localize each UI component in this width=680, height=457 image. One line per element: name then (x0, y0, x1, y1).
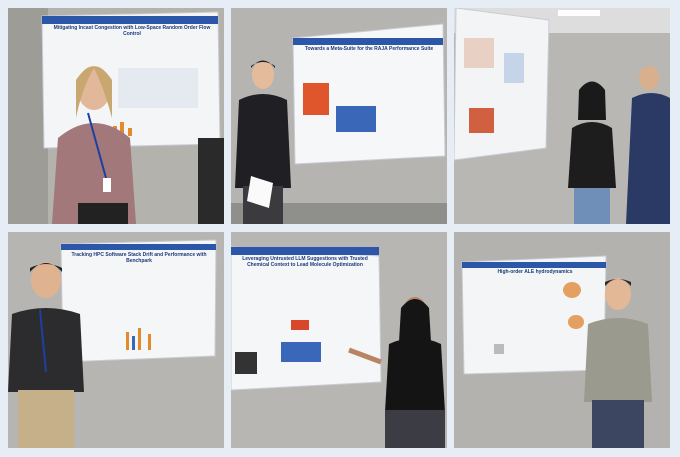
poster-title: High-order ALE hydrodynamics (497, 269, 573, 275)
poster-title: Leveraging Untrusted LLM Suggestions wit… (242, 256, 368, 268)
scene (454, 8, 670, 224)
scene (231, 8, 447, 224)
photo: Tracking HPC Software Stack Drift and Pe… (8, 232, 224, 448)
poster-title: Towards a Meta-Suite for the RAJA Perfor… (304, 46, 434, 52)
scene (8, 232, 224, 448)
photo: High-order ALE hydrodynamics (454, 232, 670, 448)
photo: Towards a Meta-Suite for the RAJA Perfor… (231, 8, 447, 224)
poster-title: Mitigating Incast Congestion with Low-Sp… (53, 25, 211, 37)
scene (231, 232, 447, 448)
poster-title: Tracking HPC Software Stack Drift and Pe… (71, 252, 207, 264)
photo: Mitigating Incast Congestion with Low-Sp… (8, 8, 224, 224)
photo: Leveraging Untrusted LLM Suggestions wit… (231, 232, 447, 448)
photo (454, 8, 670, 224)
scene (454, 232, 670, 448)
scene (8, 8, 224, 224)
